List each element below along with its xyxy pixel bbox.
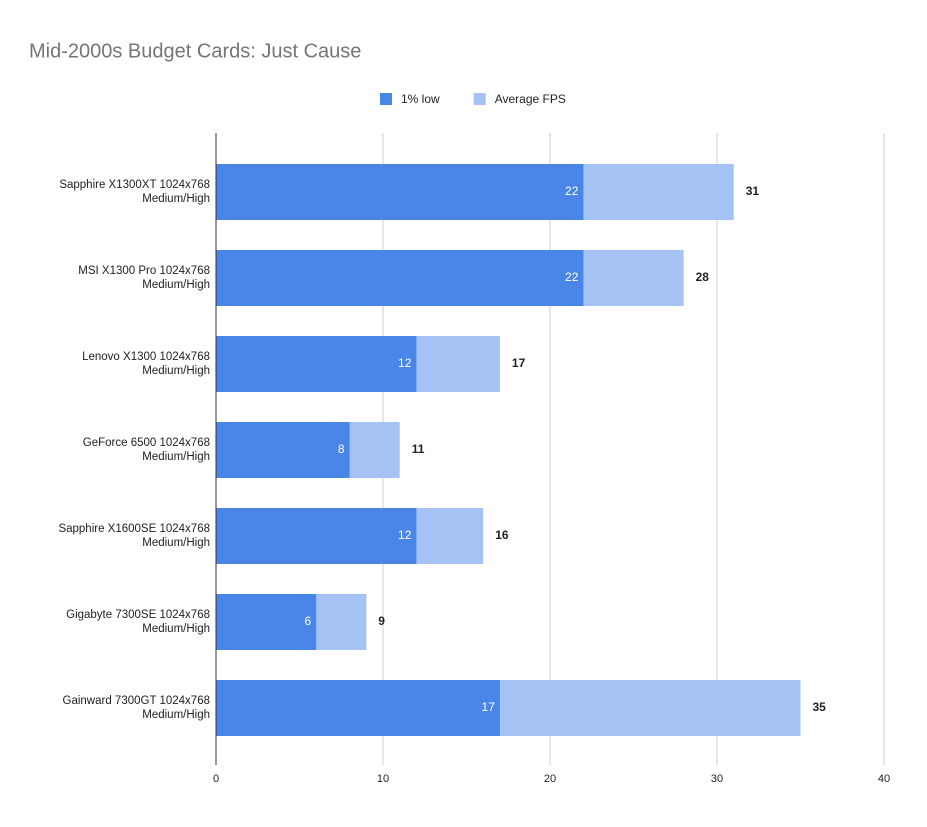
y-tick-label: Gigabyte 7300SE 1024x768 [66, 609, 210, 621]
x-tick-label: 10 [377, 773, 389, 785]
y-tick-label: Sapphire X1600SE 1024x768 [58, 523, 210, 535]
value-label: 12 [398, 528, 412, 542]
legend-swatch [473, 93, 486, 105]
legend-label: 1% low [401, 92, 440, 106]
value-label: 12 [398, 356, 412, 370]
bar [216, 422, 350, 478]
y-tick-label: Medium/High [142, 623, 210, 635]
legend-label: Average FPS [495, 92, 566, 106]
legend-swatch [380, 93, 392, 105]
value-label: 31 [746, 184, 760, 198]
y-tick-label: GeForce 6500 1024x768 [83, 437, 210, 449]
y-tick-label: Medium/High [142, 365, 210, 377]
bar [216, 164, 584, 220]
bar [216, 508, 417, 564]
value-label: 17 [482, 700, 496, 714]
value-label: 22 [565, 270, 579, 284]
value-label: 9 [378, 614, 385, 628]
y-tick-label: Medium/High [142, 537, 210, 549]
y-tick-label: Lenovo X1300 1024x768 [82, 351, 210, 363]
bar [216, 594, 317, 650]
x-tick-label: 30 [711, 773, 723, 785]
value-label: 6 [305, 614, 312, 628]
value-label: 22 [565, 184, 579, 198]
value-label: 35 [813, 700, 827, 714]
x-tick-label: 20 [544, 773, 556, 785]
value-label: 28 [696, 270, 710, 284]
value-label: 16 [495, 528, 509, 542]
y-tick-label: Medium/High [142, 709, 210, 721]
chart-title: Mid-2000s Budget Cards: Just Cause [29, 40, 361, 62]
bar [216, 336, 417, 392]
bar [216, 680, 500, 736]
bar [216, 250, 584, 306]
value-label: 11 [412, 442, 425, 456]
y-tick-label: Medium/High [142, 451, 210, 463]
y-tick-label: Medium/High [142, 193, 210, 205]
y-tick-label: Medium/High [142, 279, 210, 291]
y-tick-label: Gainward 7300GT 1024x768 [63, 695, 210, 707]
y-tick-label: Sapphire X1300XT 1024x768 [59, 179, 210, 191]
value-label: 17 [512, 356, 526, 370]
x-tick-label: 40 [878, 773, 890, 785]
value-label: 8 [338, 442, 345, 456]
y-tick-label: MSI X1300 Pro 1024x768 [78, 265, 210, 277]
x-tick-label: 0 [213, 773, 219, 785]
